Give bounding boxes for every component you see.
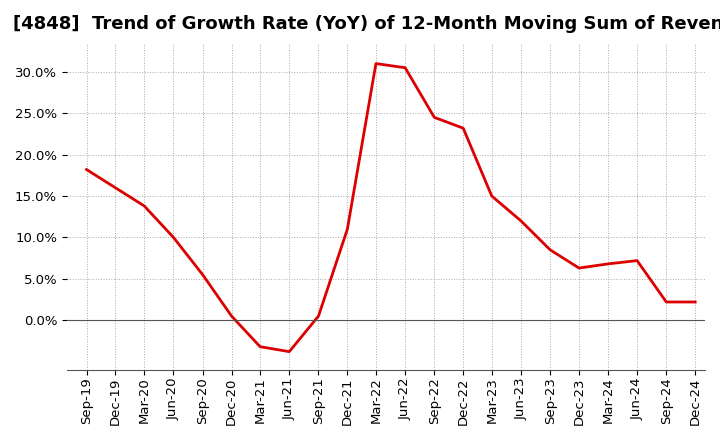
Title: [4848]  Trend of Growth Rate (YoY) of 12-Month Moving Sum of Revenues: [4848] Trend of Growth Rate (YoY) of 12-… bbox=[13, 15, 720, 33]
